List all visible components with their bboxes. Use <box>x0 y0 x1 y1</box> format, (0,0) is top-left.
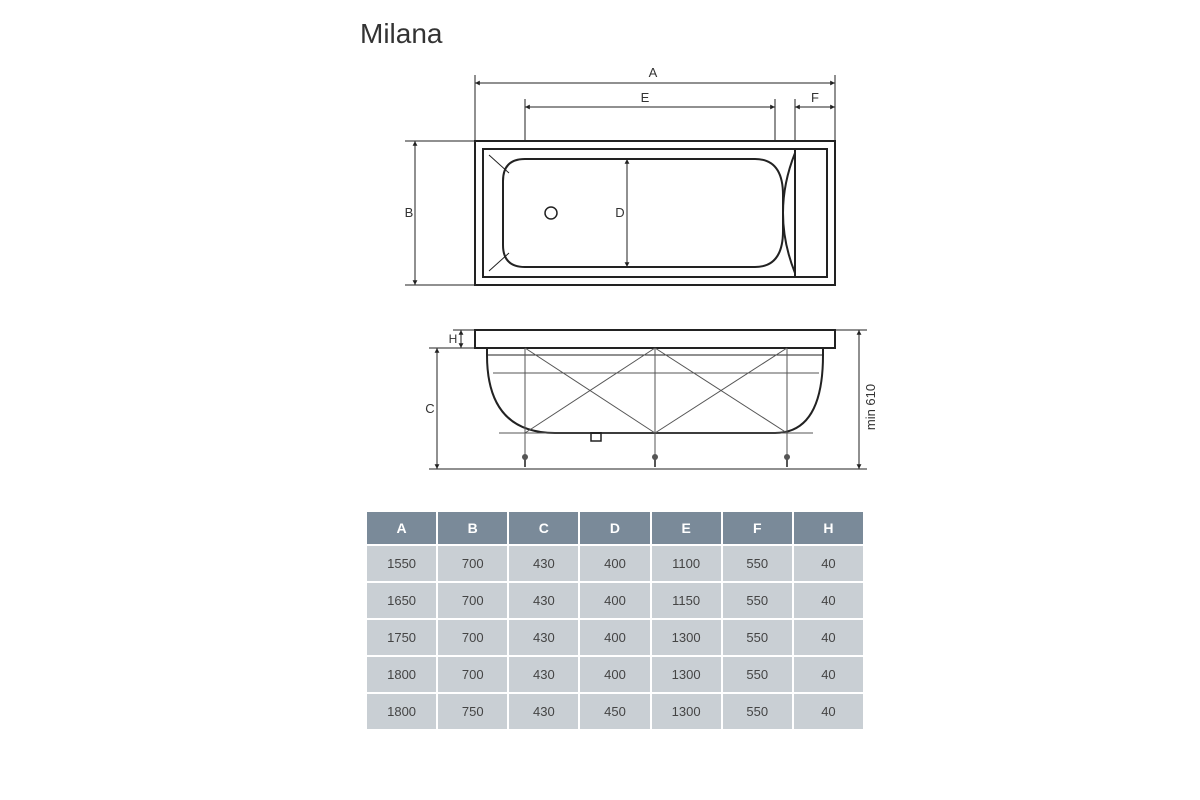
table-cell: 1750 <box>367 620 436 655</box>
table-cell: 1650 <box>367 583 436 618</box>
table-cell: 430 <box>509 546 578 581</box>
table-cell: 550 <box>723 583 792 618</box>
table-cell: 430 <box>509 583 578 618</box>
table-cell: 700 <box>438 583 507 618</box>
table-cell: 40 <box>794 583 863 618</box>
dim-label-F: F <box>811 90 819 105</box>
table-row: 1650700430400115055040 <box>367 583 863 618</box>
dim-label-B: B <box>405 205 414 220</box>
table-cell: 1550 <box>367 546 436 581</box>
table-row: 1800750430450130055040 <box>367 694 863 729</box>
table-cell: 1300 <box>652 657 721 692</box>
dim-label-min610: min 610 <box>863 384 878 430</box>
table-cell: 1800 <box>367 657 436 692</box>
table-cell: 1800 <box>367 694 436 729</box>
table-cell: 750 <box>438 694 507 729</box>
dim-label-H: H <box>449 332 458 346</box>
table-cell: 400 <box>580 583 649 618</box>
dim-label-A: A <box>649 65 658 80</box>
table-header-D: D <box>580 512 649 544</box>
table-cell: 430 <box>509 657 578 692</box>
table-cell: 1300 <box>652 694 721 729</box>
table-cell: 40 <box>794 546 863 581</box>
table-row: 1750700430400130055040 <box>367 620 863 655</box>
page-title: Milana <box>360 18 442 50</box>
table-cell: 700 <box>438 546 507 581</box>
table-cell: 550 <box>723 657 792 692</box>
table-cell: 430 <box>509 694 578 729</box>
technical-drawing: A E F B <box>395 55 905 485</box>
table-header-E: E <box>652 512 721 544</box>
drain-icon <box>545 207 557 219</box>
table-cell: 1100 <box>652 546 721 581</box>
table-cell: 40 <box>794 694 863 729</box>
dim-label-D: D <box>615 205 624 220</box>
table-header-C: C <box>509 512 578 544</box>
table-cell: 400 <box>580 657 649 692</box>
table-cell: 40 <box>794 657 863 692</box>
table-cell: 430 <box>509 620 578 655</box>
dimensions-table: ABCDEFH 15507004304001100550401650700430… <box>365 510 865 731</box>
table-cell: 40 <box>794 620 863 655</box>
table-cell: 400 <box>580 546 649 581</box>
table-cell: 450 <box>580 694 649 729</box>
table-cell: 400 <box>580 620 649 655</box>
table-cell: 550 <box>723 546 792 581</box>
table-row: 1550700430400110055040 <box>367 546 863 581</box>
dim-label-C: C <box>425 401 434 416</box>
table-header-H: H <box>794 512 863 544</box>
table-header-A: A <box>367 512 436 544</box>
table-header-F: F <box>723 512 792 544</box>
dim-label-E: E <box>641 90 650 105</box>
table-row: 1800700430400130055040 <box>367 657 863 692</box>
table-cell: 550 <box>723 620 792 655</box>
table-cell: 1150 <box>652 583 721 618</box>
table-cell: 550 <box>723 694 792 729</box>
table-header-B: B <box>438 512 507 544</box>
table-cell: 700 <box>438 657 507 692</box>
table-cell: 700 <box>438 620 507 655</box>
table-cell: 1300 <box>652 620 721 655</box>
